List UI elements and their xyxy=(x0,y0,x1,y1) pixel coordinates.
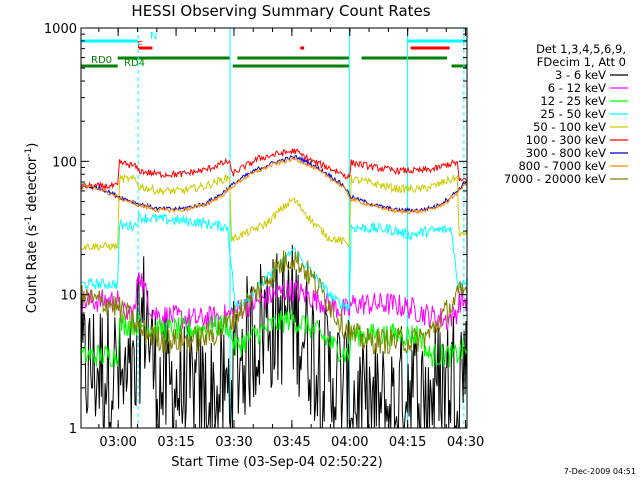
y-tick-label: 100 xyxy=(52,155,77,170)
series-line-8 xyxy=(80,156,468,216)
y-tick-label: 10 xyxy=(60,289,77,304)
legend-entry-label: 3 - 6 keV xyxy=(555,68,606,82)
y-tick-label: 1000 xyxy=(44,22,77,37)
x-tick-label: 03:15 xyxy=(157,435,194,450)
plot-area: NF RD4 RD0 xyxy=(80,28,468,429)
legend-header-line2: FDecim 1, Att 0 xyxy=(537,55,626,69)
y-axis-label-mid: detector xyxy=(25,156,40,216)
x-tick-label: 03:30 xyxy=(215,435,252,450)
x-tick-label: 04:00 xyxy=(331,435,368,450)
footer-timestamp: 7-Dec-2009 04:51 xyxy=(564,467,636,476)
legend-entry-label: 300 - 800 keV xyxy=(526,146,606,160)
y-tick-label: 1 xyxy=(69,422,77,437)
x-axis-label: Start Time (03-Sep-04 02:50:22) xyxy=(171,455,382,470)
mode-label-rd4: RD4 xyxy=(124,58,145,69)
series-line-2 xyxy=(80,272,468,330)
series-line-9 xyxy=(80,250,468,355)
series-line-4 xyxy=(80,212,468,312)
legend-entry-label: 7000 - 20000 keV xyxy=(504,172,606,186)
x-tick-label: 03:45 xyxy=(273,435,310,450)
legend-entry-label: 12 - 25 keV xyxy=(540,94,606,108)
legend-entry-label: 50 - 100 keV xyxy=(533,120,606,134)
legend-entry-label: 100 - 300 keV xyxy=(526,133,606,147)
y-axis-label-main: Count Rate (s xyxy=(25,225,40,314)
plot-frame xyxy=(80,27,468,429)
series-line-7 xyxy=(80,154,468,214)
legend-entry-label: 6 - 12 keV xyxy=(548,81,606,95)
chart-title: HESSI Observing Summary Count Rates xyxy=(131,2,430,20)
legend-entry-label: 800 - 7000 keV xyxy=(518,159,606,173)
mode-label-rd0: RD0 xyxy=(91,55,112,66)
y-axis-ticks: 1 10 100 1000 xyxy=(44,22,467,437)
series-line-6 xyxy=(80,148,468,191)
series-line-1 xyxy=(80,244,468,429)
x-tick-label: 03:00 xyxy=(99,435,136,450)
series-line-5 xyxy=(80,172,468,252)
legend-header-line1: Det 1,3,4,5,6,9, xyxy=(536,42,626,56)
x-tick-label: 04:15 xyxy=(389,435,426,450)
y-axis-label: Count Rate (s-1 detector-1) xyxy=(24,143,40,314)
x-tick-label: 04:30 xyxy=(447,435,484,450)
y-axis-label-sup1: -1 xyxy=(24,216,34,225)
mode-bars: NF RD4 RD0 xyxy=(81,31,467,69)
y-axis-label-sup2: -1 xyxy=(24,148,34,157)
legend: Det 1,3,4,5,6,9, FDecim 1, Att 0 3 - 6 k… xyxy=(504,42,628,186)
mode-label-red: F xyxy=(137,40,143,51)
series-group xyxy=(80,148,468,429)
legend-entry-label: 25 - 50 keV xyxy=(540,107,606,121)
mode-label-cyan: N xyxy=(150,31,157,42)
x-axis-ticks: 03:00 03:15 03:30 03:45 04:00 04:15 04:30 xyxy=(98,28,484,450)
y-axis-label-end: ) xyxy=(25,143,40,148)
